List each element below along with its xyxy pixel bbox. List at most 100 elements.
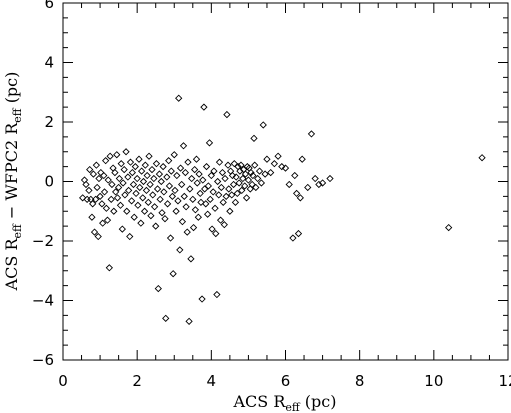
data-point: [145, 152, 153, 160]
data-point: [146, 180, 154, 189]
data-point: [194, 213, 202, 221]
data-point: [205, 139, 214, 147]
x-tick-label: 4: [207, 372, 217, 390]
data-point: [187, 255, 195, 263]
data-point: [193, 179, 201, 187]
data-point: [149, 191, 157, 199]
data-point: [131, 162, 139, 171]
data-point: [156, 195, 164, 203]
data-point: [200, 103, 208, 111]
data-point: [318, 179, 327, 187]
y-tick-label: 2: [44, 113, 54, 131]
data-point: [104, 176, 112, 184]
axis-ticks: [62, 2, 509, 361]
data-point: [228, 171, 237, 180]
data-point: [202, 200, 210, 208]
data-point: [179, 142, 188, 150]
data-point: [176, 164, 185, 172]
data-point: [113, 194, 122, 202]
data-point: [162, 314, 170, 322]
data-point: [126, 232, 134, 241]
data-point: [233, 189, 241, 198]
data-point: [125, 186, 133, 195]
data-point: [152, 160, 161, 168]
data-point: [170, 151, 178, 159]
data-point: [95, 174, 103, 183]
data-point: [241, 182, 249, 190]
data-point: [88, 213, 96, 221]
data-point: [189, 223, 198, 232]
data-point: [173, 171, 181, 180]
data-point: [93, 183, 101, 192]
data-point: [278, 162, 286, 171]
data-point: [112, 188, 120, 196]
data-point: [235, 179, 243, 187]
data-point: [178, 218, 187, 226]
data-point: [98, 200, 106, 208]
data-point: [122, 148, 130, 156]
y-axis-label: ACS Reff − WFPC2 Reff (pc): [2, 72, 24, 292]
data-point: [130, 213, 138, 221]
data-point: [134, 201, 142, 209]
data-point: [108, 180, 116, 189]
data-point: [206, 195, 214, 203]
data-point: [111, 168, 119, 177]
y-tick-label: −2: [32, 232, 54, 250]
data-point: [110, 207, 118, 215]
data-point: [166, 234, 175, 242]
data-point: [97, 168, 105, 177]
data-point: [136, 183, 144, 192]
data-point: [117, 160, 125, 168]
data-point: [214, 177, 222, 186]
data-point: [185, 317, 193, 325]
data-point: [263, 155, 271, 163]
data-point: [207, 171, 215, 180]
data-point: [175, 94, 183, 102]
data-point: [201, 185, 209, 193]
data-point: [159, 162, 167, 171]
data-point: [139, 177, 148, 186]
data-point: [220, 221, 228, 229]
data-point: [210, 167, 218, 175]
y-tick-label: 4: [44, 54, 54, 72]
data-point: [212, 229, 220, 238]
data-point: [91, 195, 100, 203]
plot-frame: [62, 2, 509, 361]
data-point: [291, 171, 299, 180]
data-point: [115, 174, 124, 183]
data-point: [223, 110, 231, 119]
data-point: [143, 171, 151, 180]
data-point: [257, 179, 266, 187]
data-point: [198, 295, 206, 303]
x-tick-label: 10: [424, 372, 443, 390]
data-point: [197, 198, 205, 206]
data-point: [217, 183, 225, 192]
x-tick-label: 6: [281, 372, 291, 390]
data-point: [150, 203, 159, 211]
data-point: [209, 188, 217, 196]
data-point: [274, 152, 282, 160]
data-point: [326, 174, 334, 183]
data-point: [150, 174, 158, 183]
data-point: [307, 130, 316, 138]
data-point: [213, 290, 221, 299]
data-point: [160, 188, 168, 196]
data-point: [102, 157, 110, 165]
data-point: [137, 167, 146, 175]
data-point: [252, 183, 260, 192]
data-point: [165, 182, 174, 190]
data-point: [148, 165, 156, 174]
data-point: [204, 182, 213, 190]
data-point: [167, 167, 175, 175]
data-point: [211, 204, 219, 212]
data-point: [82, 180, 90, 189]
data-point: [182, 203, 190, 211]
data-point: [247, 168, 255, 177]
data-point: [315, 180, 323, 189]
data-point: [186, 185, 194, 193]
data-point: [133, 174, 141, 183]
data-point: [244, 176, 253, 184]
data-point: [192, 155, 201, 163]
data-point: [181, 168, 190, 177]
y-tick-label: −4: [32, 292, 54, 310]
